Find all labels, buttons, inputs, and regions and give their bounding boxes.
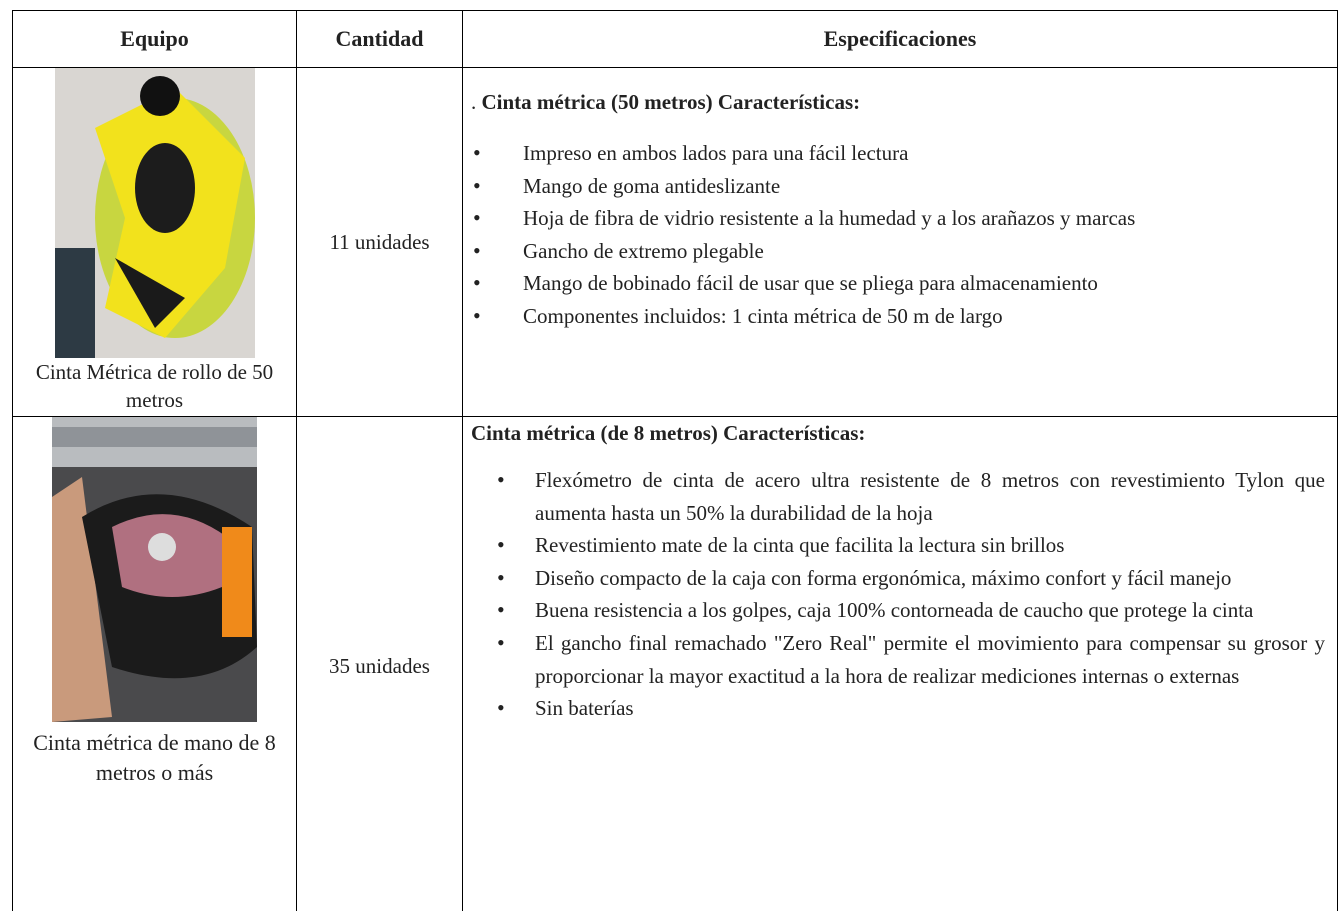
spec-item: Buena resistencia a los golpes, caja 100… bbox=[471, 594, 1325, 627]
spec-item: Flexómetro de cinta de acero ultra resis… bbox=[471, 464, 1325, 529]
row: Cinta métrica de mano de 8 metros o más … bbox=[12, 416, 1338, 911]
spec-item: Revestimiento mate de la cinta que facil… bbox=[471, 529, 1325, 562]
equipment-cell: Cinta Métrica de rollo de 50 metros bbox=[12, 67, 297, 417]
row: Cinta Métrica de rollo de 50 metros 11 u… bbox=[12, 67, 1338, 417]
header-cell: Equipo bbox=[12, 10, 297, 68]
spec-item: Mango de bobinado fácil de usar que se p… bbox=[471, 267, 1325, 300]
quantity-cell: 35 unidades bbox=[296, 416, 463, 911]
spec-cell: Cinta métrica (de 8 metros) Característi… bbox=[462, 416, 1338, 911]
photo bbox=[52, 417, 257, 722]
spec-title: . Cinta métrica (50 metros) Característi… bbox=[471, 90, 1325, 115]
title-text: Cinta métrica (50 metros) Característica… bbox=[481, 90, 861, 114]
spec-item: Impreso en ambos lados para una fácil le… bbox=[471, 137, 1325, 170]
spec-item: Sin baterías bbox=[471, 692, 1325, 725]
header-cell: Especificaciones bbox=[462, 10, 1338, 68]
header-cell: Cantidad bbox=[296, 10, 463, 68]
spec-item: Componentes incluidos: 1 cinta métrica d… bbox=[471, 300, 1325, 333]
spec-item: Hoja de fibra de vidrio resistente a la … bbox=[471, 202, 1325, 235]
spec-list: Impreso en ambos lados para una fácil le… bbox=[471, 137, 1325, 332]
title-prefix: . bbox=[471, 90, 477, 114]
spec-item: Gancho de extremo plegable bbox=[471, 235, 1325, 268]
equipment-name: Cinta Métrica de rollo de 50 metros bbox=[35, 360, 274, 412]
spec-list: Flexómetro de cinta de acero ultra resis… bbox=[471, 464, 1325, 725]
photo bbox=[54, 68, 255, 358]
equipment-table: Equipo Cantidad Especificaciones Cinta M… bbox=[12, 10, 1338, 911]
header-row: Equipo Cantidad Especificaciones bbox=[12, 10, 1338, 68]
spec-item: Diseño compacto de la caja con forma erg… bbox=[471, 562, 1325, 595]
quantity-cell: 11 unidades bbox=[296, 67, 463, 417]
spec-item: El gancho final remachado "Zero Real" pe… bbox=[471, 627, 1325, 692]
equipment-cell: Cinta métrica de mano de 8 metros o más bbox=[12, 416, 297, 911]
spec-cell: . Cinta métrica (50 metros) Característi… bbox=[462, 67, 1338, 417]
equipment-name: Cinta métrica de mano de 8 metros o más bbox=[33, 730, 276, 785]
spec-item: Mango de goma antideslizante bbox=[471, 170, 1325, 203]
spec-title: Cinta métrica (de 8 metros) Característi… bbox=[471, 421, 866, 445]
